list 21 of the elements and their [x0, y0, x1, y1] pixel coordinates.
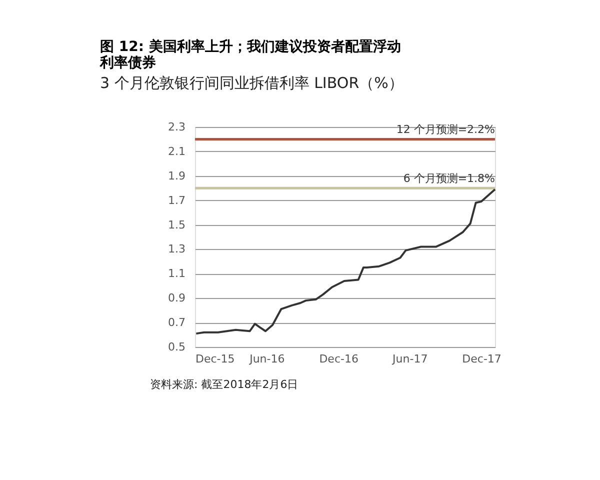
chart-title: 图 12: 美国利率上升；我们建议投资者配置浮动利率债券 — [99, 38, 401, 71]
y-tick-label: 0.7 — [168, 316, 186, 330]
y-tick-label: 1.9 — [168, 169, 186, 182]
y-tick-label: 2.1 — [168, 144, 186, 158]
y-tick-label: 1.1 — [168, 267, 186, 280]
x-tick-label: Dec-15 — [196, 352, 235, 366]
ref-line-label: 6 个月预测=1.8% — [403, 172, 495, 186]
y-tick-label: 1.5 — [168, 218, 186, 232]
x-tick-label: Jun-16 — [248, 352, 285, 366]
chart-subtitle: 3 个月伦敦银行间同业拆借利率 LIBOR（%） — [100, 74, 404, 92]
y-tick-label: 0.9 — [168, 292, 186, 305]
text: 资料来源: 截至2018年2月6日 — [150, 378, 298, 391]
ref-line-label: 12 个月预测=2.2% — [396, 123, 495, 136]
x-tick-label: Dec-16 — [319, 352, 358, 366]
x-tick-label: Jun-17 — [392, 352, 428, 366]
y-tick-label: 0.5 — [168, 340, 186, 354]
y-tick-label: 1.7 — [168, 194, 186, 207]
y-tick-label: 1.3 — [168, 242, 186, 256]
line-series — [195, 188, 496, 335]
x-tick-label: Dec-17 — [462, 352, 502, 366]
y-tick-label: 2.3 — [168, 120, 186, 134]
